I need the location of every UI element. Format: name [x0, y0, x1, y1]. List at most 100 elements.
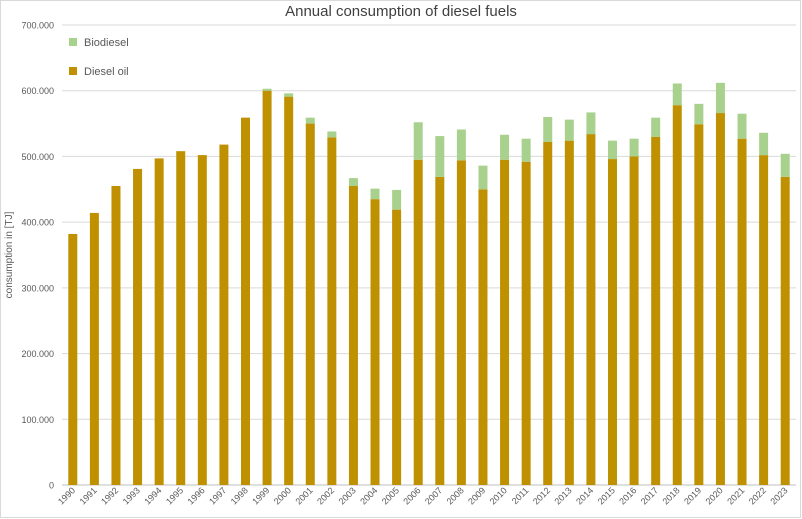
bar-diesel-oil-1991 [89, 212, 99, 485]
x-tick-label: 1995 [164, 485, 185, 506]
bar-diesel-oil-2015 [608, 159, 617, 486]
bar-diesel-oil-2005 [392, 209, 402, 485]
x-tick-label: 1996 [186, 485, 207, 506]
bar-diesel-oil-1990 [68, 233, 78, 485]
x-tick-label: 2020 [704, 485, 725, 506]
x-tick-label: 2007 [423, 485, 444, 506]
bar-diesel-oil-1993 [133, 168, 143, 485]
x-tick-label: 2010 [488, 485, 509, 506]
bar-biodiesel-2011 [521, 138, 531, 162]
y-tick-label: 400.000 [21, 218, 54, 228]
x-tick-label: 1991 [78, 485, 99, 506]
y-tick-label: 200.000 [21, 349, 54, 359]
bar-diesel-oil-2018 [672, 105, 682, 486]
x-tick-label: 2003 [337, 485, 358, 506]
bar-diesel-oil-2022 [759, 155, 769, 485]
gridlines [62, 24, 796, 486]
bar-biodiesel-2021 [737, 113, 747, 139]
bar-diesel-oil-2019 [694, 124, 704, 485]
bar-diesel-oil-1995 [176, 151, 186, 485]
bar-diesel-oil-1997 [219, 144, 229, 485]
legend-swatch [69, 67, 77, 75]
bar-diesel-oil-2023 [780, 176, 790, 486]
bar-diesel-oil-2008 [456, 160, 466, 485]
bar-diesel-oil-2012 [543, 141, 553, 485]
bar-diesel-oil-2002 [327, 137, 337, 485]
bar-diesel-oil-2000 [284, 96, 294, 485]
chart-title: Annual consumption of diesel fuels [285, 3, 517, 20]
x-tick-label: 2012 [531, 485, 552, 506]
x-tick-label: 2017 [639, 485, 660, 506]
bars [68, 82, 790, 486]
bar-diesel-oil-2020 [715, 113, 725, 486]
bar-biodiesel-2015 [608, 140, 617, 160]
bar-diesel-oil-2004 [370, 199, 380, 485]
bar-biodiesel-2007 [435, 136, 445, 177]
bar-diesel-oil-2009 [478, 189, 488, 486]
x-tick-label: 2018 [660, 485, 681, 506]
y-tick-label: 300.000 [21, 283, 54, 293]
bar-biodiesel-2023 [780, 153, 790, 177]
x-tick-label: 2004 [358, 485, 379, 506]
bar-biodiesel-2000 [284, 93, 294, 97]
x-tick-label: 2002 [315, 485, 336, 506]
bar-diesel-oil-2010 [500, 159, 510, 485]
x-tick-label: 2009 [466, 485, 487, 506]
y-tick-labels: 0 100.000 200.000 300.000 400.000 500.000 600.… [21, 21, 54, 491]
bar-biodiesel-2019 [694, 103, 704, 125]
x-tick-label: 2015 [596, 485, 617, 506]
bar-biodiesel-2016 [629, 138, 639, 157]
x-tick-labels: 1990 1991 1992 1993 1994 1995 1996 1997 1998 1999… [56, 485, 790, 506]
x-tick-label: 1990 [56, 485, 77, 506]
x-tick-label: 2023 [768, 485, 789, 506]
x-tick-label: 1992 [99, 485, 120, 506]
bar-diesel-oil-2021 [737, 138, 747, 485]
bar-biodiesel-2009 [478, 165, 488, 190]
x-tick-label: 2005 [380, 485, 401, 506]
x-tick-label: 2019 [682, 485, 703, 506]
bar-biodiesel-2022 [759, 132, 769, 156]
x-tick-label: 2001 [293, 485, 314, 506]
bar-diesel-oil-2006 [413, 159, 423, 485]
x-tick-label: 2016 [617, 485, 638, 506]
bar-diesel-oil-2007 [435, 176, 445, 486]
bar-biodiesel-2001 [305, 117, 315, 124]
x-tick-label: 1997 [207, 485, 228, 506]
bar-diesel-oil-2003 [348, 186, 358, 485]
bar-diesel-oil-2017 [651, 136, 661, 485]
bar-biodiesel-2006 [413, 122, 423, 160]
y-tick-label: 600.000 [21, 86, 54, 96]
bar-biodiesel-2010 [500, 134, 510, 160]
x-tick-label: 2022 [747, 485, 768, 506]
bar-biodiesel-1999 [262, 88, 272, 91]
x-tick-label: 1998 [229, 485, 250, 506]
x-tick-label: 1999 [250, 485, 271, 506]
bar-biodiesel-2005 [392, 189, 402, 210]
y-tick-label: 0 [49, 481, 54, 491]
x-tick-label: 2021 [725, 485, 746, 506]
y-tick-label: 100.000 [21, 415, 54, 425]
bar-biodiesel-2002 [327, 131, 337, 138]
x-tick-label: 2013 [553, 485, 574, 506]
bar-diesel-oil-2016 [629, 156, 639, 485]
legend-label: Diesel oil [84, 66, 129, 78]
bar-biodiesel-2013 [564, 119, 574, 141]
legend: Biodiesel Diesel oil [69, 37, 129, 78]
x-tick-label: 2011 [510, 485, 531, 506]
x-tick-label: 1994 [142, 485, 163, 506]
x-tick-label: 2006 [401, 485, 422, 506]
y-tick-label: 500.000 [21, 152, 54, 162]
bar-diesel-oil-1999 [262, 90, 272, 485]
bar-diesel-oil-1994 [154, 158, 164, 485]
bar-biodiesel-2018 [672, 83, 682, 106]
x-tick-label: 2000 [272, 485, 293, 506]
bar-biodiesel-2008 [456, 129, 466, 161]
bar-diesel-oil-2001 [305, 123, 315, 486]
bar-biodiesel-2012 [543, 117, 553, 142]
bar-diesel-oil-1998 [241, 117, 250, 486]
bar-biodiesel-2004 [370, 188, 380, 200]
y-axis-label: consumption in [TJ] [4, 211, 15, 298]
bar-diesel-oil-2011 [521, 161, 531, 485]
bar-biodiesel-2014 [586, 112, 596, 135]
